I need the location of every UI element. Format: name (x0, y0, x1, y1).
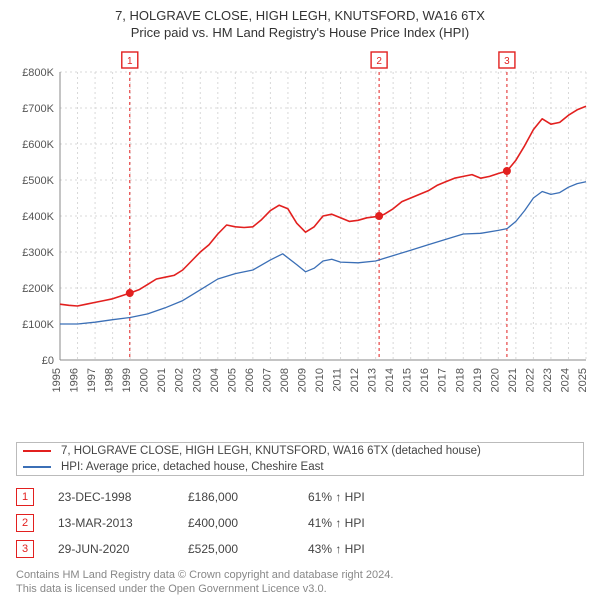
svg-text:1998: 1998 (104, 368, 116, 392)
page: 7, HOLGRAVE CLOSE, HIGH LEGH, KNUTSFORD,… (0, 0, 600, 607)
svg-text:2006: 2006 (244, 368, 256, 392)
svg-text:£700K: £700K (22, 103, 54, 115)
event-pct: 61% ↑ HPI (308, 490, 365, 504)
event-row: 1 23-DEC-1998 £186,000 61% ↑ HPI (6, 484, 594, 510)
svg-text:2010: 2010 (314, 368, 326, 392)
svg-text:£400K: £400K (22, 211, 54, 223)
event-price: £186,000 (188, 490, 308, 504)
svg-text:2022: 2022 (524, 368, 536, 392)
svg-text:2023: 2023 (542, 368, 554, 392)
event-marker-icon: 3 (16, 540, 34, 558)
price-chart: £0 £100K £200K £300K £400K £500K £600K £700K £80… (6, 46, 594, 436)
svg-text:£0: £0 (42, 355, 54, 367)
svg-text:2004: 2004 (209, 368, 221, 392)
svg-text:2021: 2021 (507, 368, 519, 392)
svg-text:2012: 2012 (349, 368, 361, 392)
svg-text:2002: 2002 (174, 368, 186, 392)
page-subtitle: Price paid vs. HM Land Registry's House … (6, 25, 594, 40)
svg-text:2003: 2003 (191, 368, 203, 392)
svg-text:1995: 1995 (51, 368, 63, 392)
svg-text:2015: 2015 (402, 368, 414, 392)
event-date: 29-JUN-2020 (58, 542, 188, 556)
legend-swatch (23, 466, 51, 468)
event-date: 13-MAR-2013 (58, 516, 188, 530)
attribution: Contains HM Land Registry data © Crown c… (6, 562, 594, 599)
legend: 7, HOLGRAVE CLOSE, HIGH LEGH, KNUTSFORD,… (16, 442, 584, 476)
event-marker-icon: 1 (16, 488, 34, 506)
svg-text:2005: 2005 (226, 368, 238, 392)
svg-text:£600K: £600K (22, 139, 54, 151)
svg-text:2019: 2019 (472, 368, 484, 392)
svg-text:2018: 2018 (454, 368, 466, 392)
svg-text:2007: 2007 (261, 368, 273, 392)
svg-text:1999: 1999 (121, 368, 133, 392)
event-pct: 43% ↑ HPI (308, 542, 365, 556)
event-marker-icon: 2 (16, 514, 34, 532)
event-price: £525,000 (188, 542, 308, 556)
legend-label: 7, HOLGRAVE CLOSE, HIGH LEGH, KNUTSFORD,… (61, 445, 481, 457)
svg-text:2020: 2020 (489, 368, 501, 392)
svg-text:2024: 2024 (559, 368, 571, 392)
svg-text:£100K: £100K (22, 319, 54, 331)
attribution-line: This data is licensed under the Open Gov… (16, 582, 584, 596)
svg-text:2016: 2016 (419, 368, 431, 392)
svg-text:1996: 1996 (69, 368, 81, 392)
svg-text:2011: 2011 (332, 368, 344, 392)
svg-text:£800K: £800K (22, 67, 54, 79)
event-row: 2 13-MAR-2013 £400,000 41% ↑ HPI (6, 510, 594, 536)
legend-label: HPI: Average price, detached house, Ches… (61, 461, 324, 473)
svg-text:2: 2 (376, 56, 382, 67)
attribution-line: Contains HM Land Registry data © Crown c… (16, 568, 584, 582)
legend-swatch (23, 450, 51, 452)
svg-text:1: 1 (127, 56, 133, 67)
svg-text:2008: 2008 (279, 368, 291, 392)
svg-text:2025: 2025 (577, 368, 589, 392)
event-pct: 41% ↑ HPI (308, 516, 365, 530)
legend-item: HPI: Average price, detached house, Ches… (17, 459, 583, 475)
svg-text:2014: 2014 (384, 368, 396, 392)
svg-text:2013: 2013 (367, 368, 379, 392)
legend-item: 7, HOLGRAVE CLOSE, HIGH LEGH, KNUTSFORD,… (17, 443, 583, 459)
svg-text:£300K: £300K (22, 247, 54, 259)
svg-text:2001: 2001 (156, 368, 168, 392)
svg-text:£500K: £500K (22, 175, 54, 187)
svg-text:2000: 2000 (139, 368, 151, 392)
svg-text:2009: 2009 (296, 368, 308, 392)
svg-text:£200K: £200K (22, 283, 54, 295)
svg-text:2017: 2017 (437, 368, 449, 392)
event-price: £400,000 (188, 516, 308, 530)
event-date: 23-DEC-1998 (58, 490, 188, 504)
event-row: 3 29-JUN-2020 £525,000 43% ↑ HPI (6, 536, 594, 562)
page-title: 7, HOLGRAVE CLOSE, HIGH LEGH, KNUTSFORD,… (6, 8, 594, 23)
svg-text:1997: 1997 (86, 368, 98, 392)
svg-text:3: 3 (504, 56, 510, 67)
